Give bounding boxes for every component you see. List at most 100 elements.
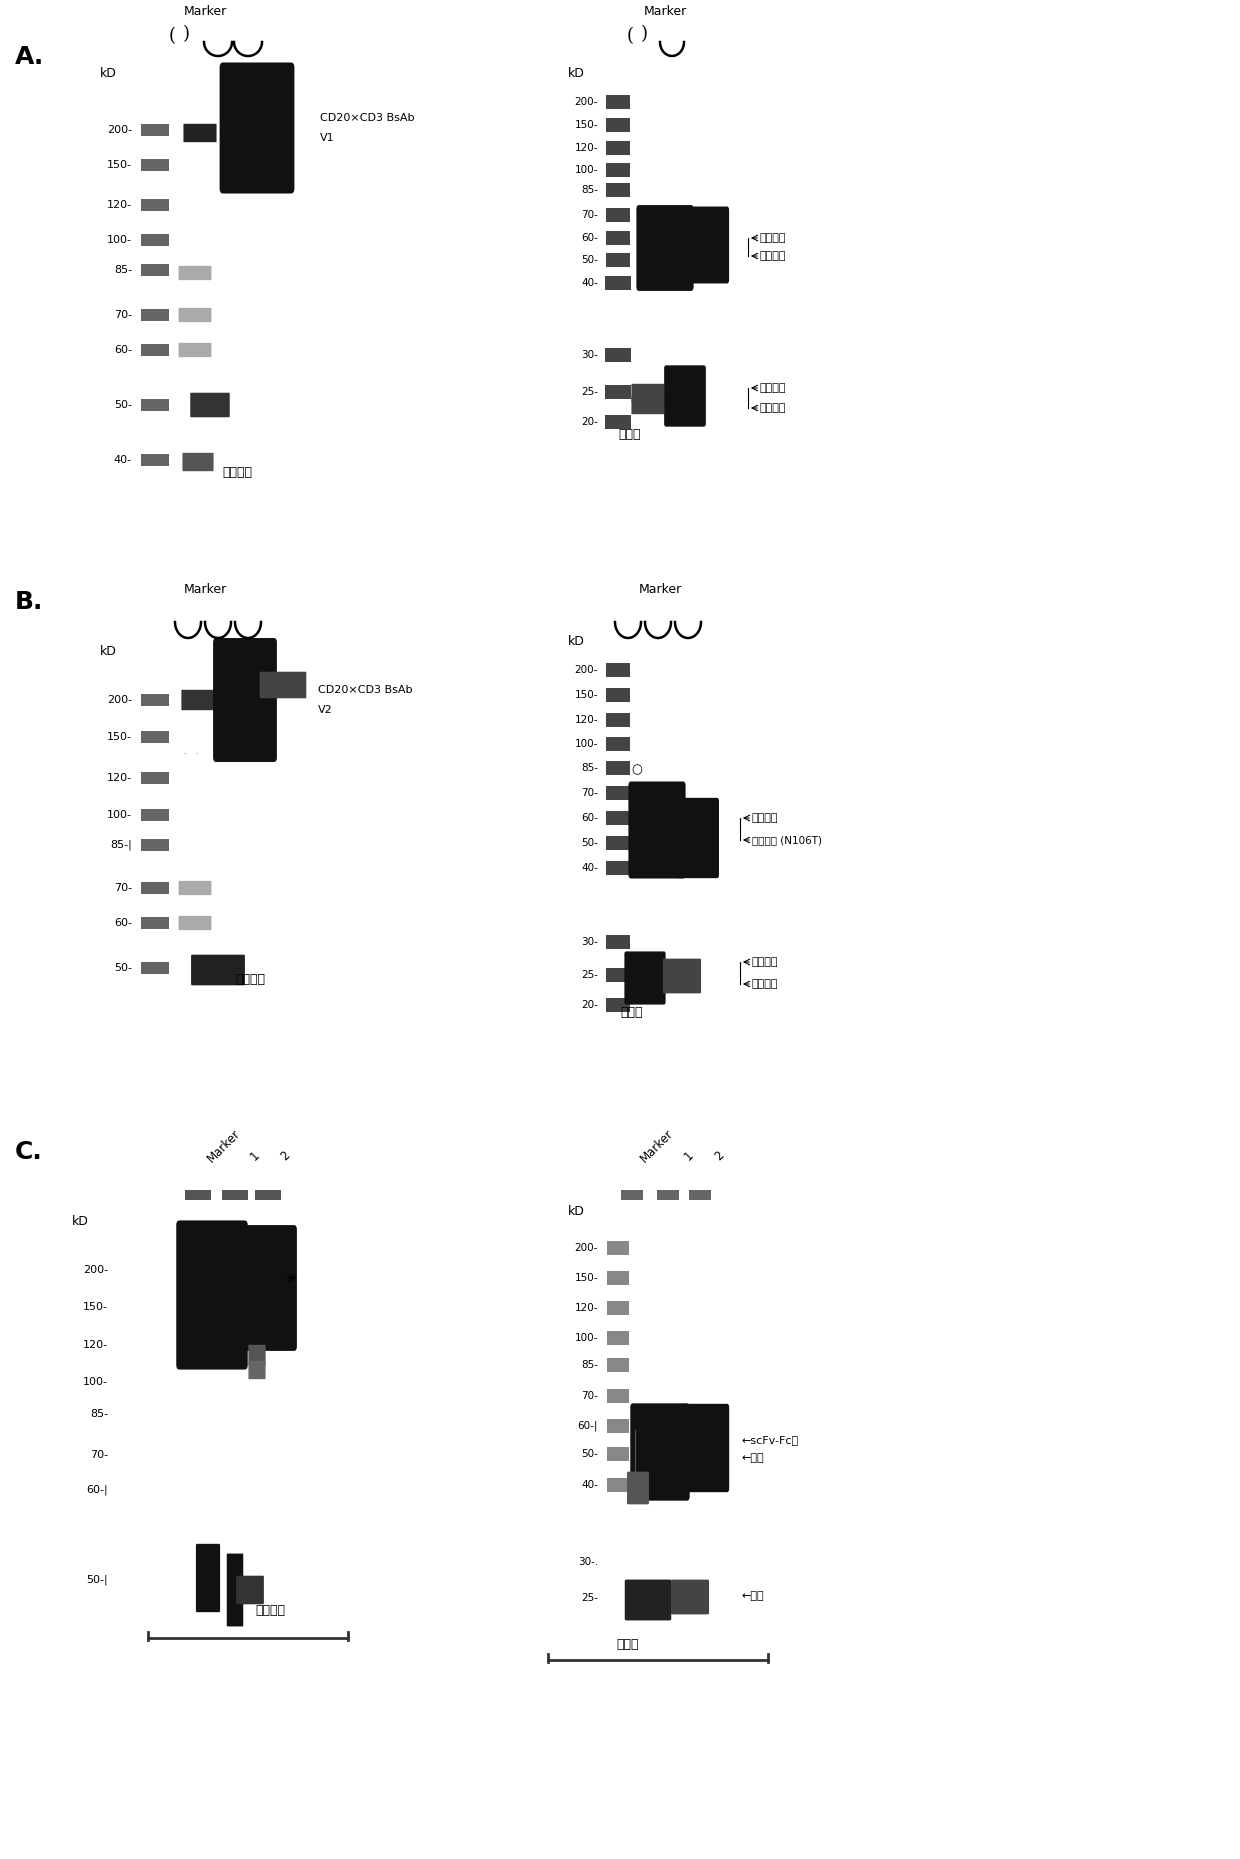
Text: 第一重链: 第一重链 (760, 232, 786, 244)
Text: 50-: 50- (114, 400, 131, 411)
Bar (141, 773, 169, 784)
Text: 第二轻链: 第二轻链 (751, 957, 779, 967)
Text: B.: B. (15, 589, 43, 613)
Bar (606, 182, 630, 197)
Bar (185, 1190, 211, 1199)
FancyBboxPatch shape (663, 959, 701, 993)
Text: Marker: Marker (639, 1127, 676, 1166)
Text: 非还原胶: 非还原胶 (255, 1604, 285, 1617)
Text: kD: kD (568, 1205, 585, 1218)
Bar (606, 231, 630, 245)
Text: ): ) (641, 24, 647, 43)
Bar (141, 309, 169, 320)
Text: Marker: Marker (184, 6, 227, 19)
Text: CD20×CD3 BsAb: CD20×CD3 BsAb (320, 113, 414, 123)
Text: 70-: 70- (582, 210, 598, 219)
Text: ): ) (182, 24, 190, 43)
Text: kD: kD (568, 67, 585, 80)
Text: 120-: 120- (107, 201, 131, 210)
Text: 85-|: 85-| (110, 840, 131, 850)
FancyBboxPatch shape (631, 396, 665, 415)
FancyBboxPatch shape (625, 952, 666, 1004)
Text: 50-|: 50-| (87, 1575, 108, 1586)
Text: kD: kD (568, 636, 585, 649)
Bar (605, 385, 631, 400)
Bar (606, 162, 630, 177)
FancyBboxPatch shape (179, 266, 212, 281)
Text: ←scFv-Fc链: ←scFv-Fc链 (742, 1435, 799, 1444)
Text: 60-|: 60-| (87, 1485, 108, 1495)
Text: 60-: 60- (582, 232, 598, 244)
Text: 100-: 100- (574, 165, 598, 175)
Bar (141, 160, 169, 171)
Text: kD: kD (100, 67, 117, 80)
Bar (608, 1478, 629, 1491)
Bar (606, 786, 630, 801)
FancyBboxPatch shape (213, 638, 277, 762)
FancyBboxPatch shape (631, 383, 665, 402)
Text: 70-: 70- (582, 1391, 598, 1402)
Text: 1: 1 (248, 1149, 263, 1164)
Bar (608, 1242, 629, 1255)
Text: 85-: 85- (582, 186, 598, 195)
FancyBboxPatch shape (675, 798, 719, 877)
Text: Marker: Marker (205, 1127, 243, 1166)
Text: 85-: 85- (89, 1409, 108, 1418)
Text: 200-: 200- (574, 97, 598, 108)
Bar (255, 1190, 281, 1199)
Text: 25-: 25- (582, 1593, 598, 1602)
FancyBboxPatch shape (665, 366, 706, 428)
Text: 100-: 100- (574, 740, 598, 749)
Text: 50-: 50- (582, 838, 598, 848)
Bar (606, 662, 630, 677)
Text: 100-: 100- (107, 234, 131, 245)
FancyBboxPatch shape (625, 1580, 671, 1621)
Bar (608, 1301, 629, 1314)
Text: 30-.: 30-. (578, 1558, 598, 1567)
Bar (606, 208, 630, 223)
Bar (606, 935, 630, 950)
Bar (689, 1190, 711, 1199)
Text: 40-: 40- (582, 279, 598, 288)
Text: 200-: 200- (107, 125, 131, 136)
FancyBboxPatch shape (182, 454, 213, 470)
Text: 150-: 150- (574, 690, 598, 701)
Text: 非还原胶: 非还原胶 (236, 974, 265, 987)
Bar (606, 811, 630, 825)
FancyBboxPatch shape (191, 956, 246, 985)
Text: CD20×CD3 BsAb: CD20×CD3 BsAb (317, 684, 413, 695)
Text: ←轻链: ←轻链 (742, 1591, 765, 1601)
Text: 120-: 120- (574, 143, 598, 152)
Text: 70-: 70- (114, 310, 131, 320)
Bar (606, 760, 630, 775)
Text: 20-: 20- (582, 1000, 598, 1009)
Text: 30-: 30- (582, 937, 598, 946)
Text: 150-: 150- (107, 160, 131, 169)
Text: 第二轻链: 第二轻链 (760, 383, 786, 392)
Text: 第二重链 (N106T): 第二重链 (N106T) (751, 835, 822, 846)
Bar (141, 264, 169, 275)
Text: 100-: 100- (107, 811, 131, 820)
Bar (606, 117, 630, 132)
Text: 120-: 120- (83, 1340, 108, 1350)
FancyBboxPatch shape (248, 1344, 265, 1365)
Bar (608, 1389, 629, 1402)
Bar (606, 688, 630, 703)
Bar (657, 1190, 680, 1199)
FancyBboxPatch shape (179, 916, 212, 930)
FancyBboxPatch shape (630, 1404, 689, 1500)
Text: 60-|: 60-| (578, 1420, 598, 1431)
Text: 25-: 25- (582, 970, 598, 980)
Bar (608, 1331, 629, 1344)
Bar (608, 1359, 629, 1372)
Bar (606, 141, 630, 156)
Text: 150-: 150- (574, 121, 598, 130)
Bar (605, 275, 631, 290)
Text: 还原胶: 还原胶 (616, 1638, 640, 1651)
Text: 70-: 70- (582, 788, 598, 798)
Text: 40-: 40- (114, 455, 131, 465)
Text: Marker: Marker (644, 6, 687, 19)
Bar (606, 736, 630, 751)
FancyBboxPatch shape (636, 204, 693, 292)
Text: 还原胶: 还原胶 (620, 1006, 642, 1019)
